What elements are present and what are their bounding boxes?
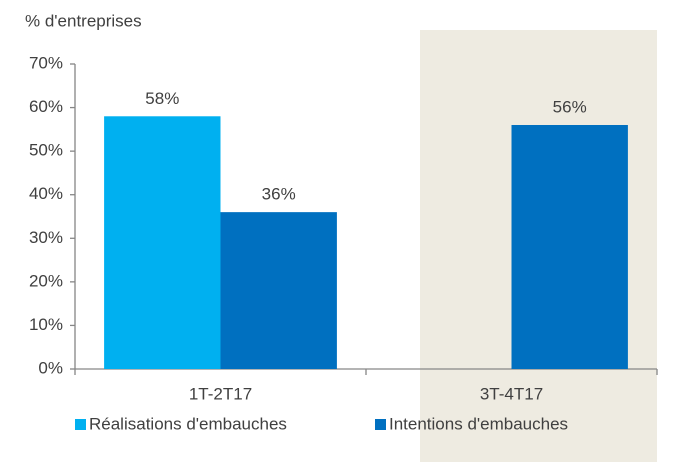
y-tick-label: 60% xyxy=(29,97,63,116)
y-tick-label: 0% xyxy=(38,358,63,377)
value-label: 36% xyxy=(262,185,296,204)
x-tick-label: 3T-4T17 xyxy=(480,384,543,403)
bar xyxy=(511,125,628,369)
legend-label: Réalisations d'embauches xyxy=(89,414,287,433)
y-tick-label: 70% xyxy=(29,53,63,72)
y-tick-label: 10% xyxy=(29,315,63,334)
legend-swatch xyxy=(75,419,86,430)
y-tick-label: 40% xyxy=(29,184,63,203)
bar xyxy=(104,116,221,370)
value-label: 58% xyxy=(145,89,179,108)
bar xyxy=(220,212,337,369)
x-tick-label: 1T-2T17 xyxy=(189,384,252,403)
y-tick-label: 20% xyxy=(29,271,63,290)
legend-swatch xyxy=(375,419,386,430)
value-label: 56% xyxy=(553,97,587,116)
y-tick-label: 30% xyxy=(29,228,63,247)
y-axis-label: % d'entreprises xyxy=(25,11,142,30)
y-tick-label: 50% xyxy=(29,141,63,160)
legend-label: Intentions d'embauches xyxy=(389,414,568,433)
